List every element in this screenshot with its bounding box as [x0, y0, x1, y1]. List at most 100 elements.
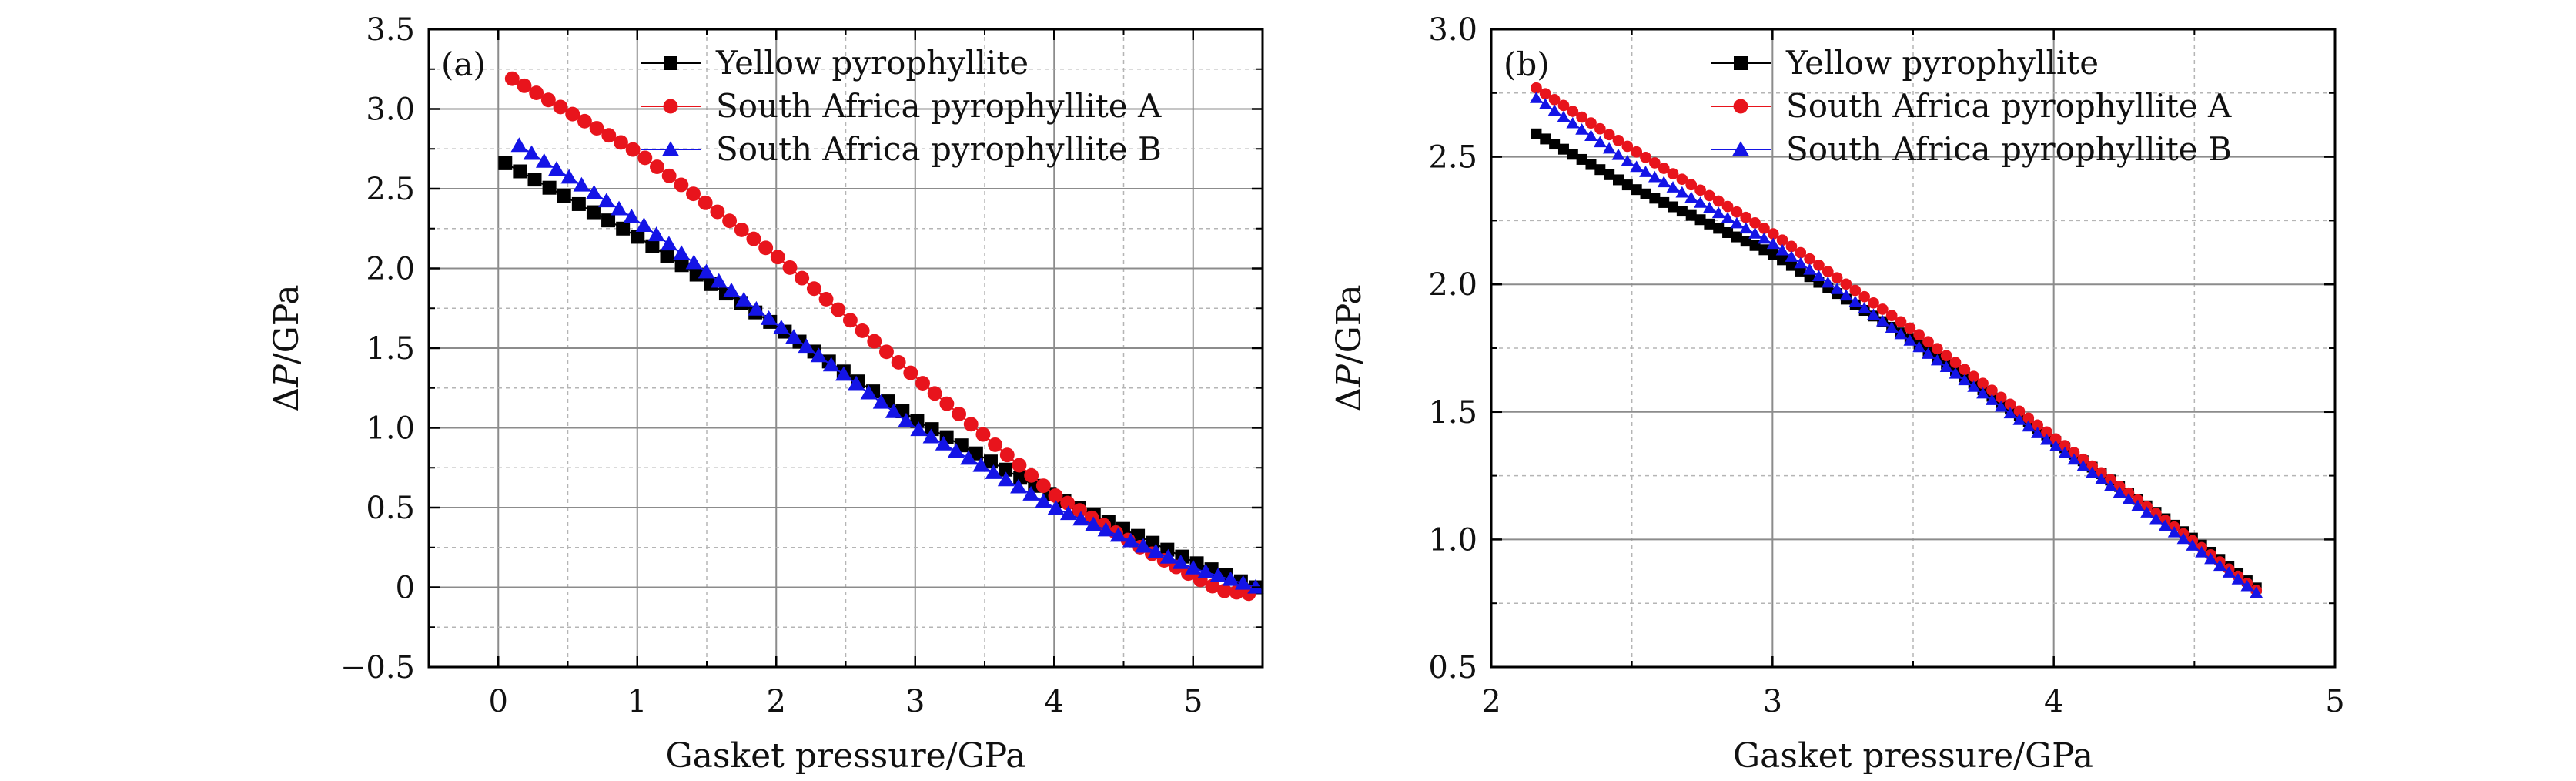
data-point — [2131, 499, 2145, 511]
x-tick-label: 4 — [2044, 684, 2063, 719]
data-point — [698, 263, 715, 279]
data-point — [1122, 532, 1139, 548]
data-point — [1547, 104, 1561, 116]
data-point — [2067, 453, 2081, 465]
data-point — [1575, 123, 1589, 135]
data-point — [1831, 272, 1843, 284]
data-point — [1658, 163, 1670, 174]
legend-label: South Africa pyrophyllite A — [1786, 87, 2232, 125]
data-point — [513, 164, 527, 179]
data-point — [723, 282, 740, 297]
data-point — [650, 159, 664, 175]
panel-a-chart: 0 1 2 3 4 5 −0.5 0 0.5 1.0 1.5 2.0 2.5 3.0 3.5 (a) Yel… — [267, 12, 1264, 776]
data-point — [879, 344, 894, 360]
data-point — [1922, 347, 1935, 359]
data-point — [1694, 196, 1707, 208]
data-point — [2058, 446, 2072, 458]
data-point — [1667, 168, 1679, 179]
data-point — [1072, 511, 1089, 526]
data-point — [1795, 265, 1806, 277]
data-point — [1930, 354, 1944, 366]
data-point — [1539, 88, 1551, 100]
data-point — [1868, 297, 1879, 309]
data-point — [1640, 188, 1651, 199]
data-point — [2096, 467, 2107, 479]
data-point — [1209, 567, 1227, 582]
data-point — [1024, 468, 1039, 483]
data-point — [822, 357, 840, 372]
data-point — [1593, 136, 1607, 148]
y-tick-label: 0.5 — [1428, 650, 1477, 685]
data-point — [1739, 222, 1753, 234]
data-point — [1694, 214, 1706, 226]
data-point — [969, 446, 983, 461]
data-point — [2103, 479, 2117, 491]
series-3 — [1530, 92, 2263, 598]
data-point — [1721, 212, 1735, 223]
data-point — [517, 78, 532, 93]
data-point — [1758, 232, 1771, 244]
data-point — [601, 213, 616, 228]
data-point — [848, 375, 865, 390]
data-point — [1035, 493, 1052, 508]
data-point — [674, 258, 689, 273]
data-point — [1894, 327, 1908, 340]
data-point — [1885, 321, 1899, 333]
data-point — [674, 177, 689, 193]
x-tick-label: 3 — [1763, 684, 1782, 719]
panel-b-y-axis-title: ΔP/GPa — [1330, 284, 1369, 411]
data-point — [1676, 173, 1688, 186]
data-point — [586, 205, 601, 220]
data-point — [2086, 460, 2098, 472]
legend-marker — [663, 99, 678, 114]
data-point — [972, 457, 990, 472]
data-point — [903, 365, 918, 380]
data-point — [855, 323, 870, 338]
panel-a-y-axis-title-delta: Δ — [267, 387, 306, 412]
data-point — [922, 428, 940, 444]
data-point — [1047, 500, 1065, 515]
data-point — [1812, 270, 1825, 282]
data-point — [2012, 413, 2026, 425]
data-point — [1639, 166, 1652, 177]
data-point — [2158, 519, 2172, 531]
data-point — [1648, 170, 1661, 183]
data-point — [1666, 181, 1680, 193]
data-point — [1602, 142, 1616, 154]
data-point — [565, 106, 580, 122]
data-point — [1768, 249, 1779, 260]
data-point — [1748, 227, 1761, 239]
data-point — [1531, 128, 1542, 139]
data-point — [1995, 391, 2007, 404]
data-point — [1097, 521, 1115, 537]
data-point — [2250, 586, 2263, 598]
data-point — [1540, 133, 1551, 145]
data-point — [1109, 527, 1127, 542]
data-point — [2149, 512, 2163, 525]
data-point — [660, 248, 674, 263]
panel-a-x-axis-title: Gasket pressure/GPa — [666, 736, 1026, 776]
data-point — [746, 231, 761, 246]
data-point — [1775, 243, 1789, 256]
data-point — [770, 250, 785, 265]
data-point — [2059, 440, 2071, 451]
data-point — [1567, 149, 1578, 160]
data-point — [2204, 552, 2217, 565]
legend-marker — [1733, 99, 1748, 114]
y-tick-label: 1.5 — [1428, 395, 1477, 431]
data-point — [2240, 579, 2254, 592]
data-point — [1758, 244, 1770, 256]
data-point — [1704, 218, 1715, 230]
data-point — [2004, 398, 2016, 411]
data-point — [504, 71, 520, 86]
legend-label: Yellow pyrophyllite — [1785, 44, 2099, 82]
panel-a-label: (a) — [441, 45, 486, 83]
data-point — [1612, 135, 1624, 146]
data-point — [1594, 164, 1606, 176]
data-point — [1603, 129, 1615, 141]
data-point — [1640, 151, 1651, 163]
series-3 — [510, 137, 1264, 594]
y-tick-label: −0.5 — [340, 650, 415, 685]
panel-a-ticks: 0 1 2 3 4 5 −0.5 0 0.5 1.0 1.5 2.0 2.5 3.0 3.5 — [340, 12, 1263, 719]
data-point — [948, 443, 965, 458]
